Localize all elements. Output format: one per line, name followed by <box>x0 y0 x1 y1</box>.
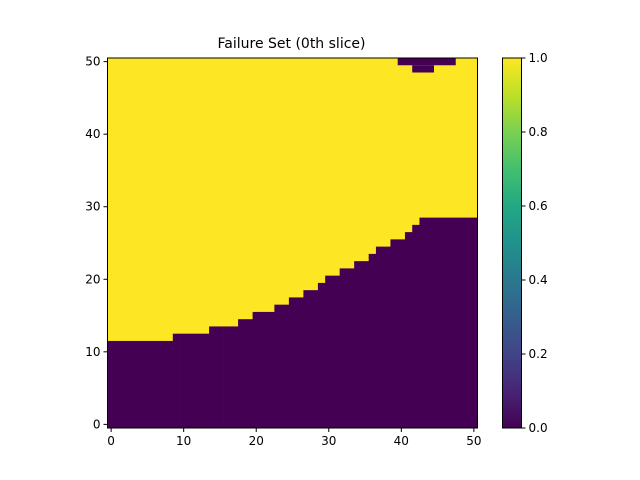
heatmap-column-38 <box>383 246 391 428</box>
heatmap-column-11 <box>187 333 195 428</box>
y-tick-label-20: 20 <box>85 272 100 286</box>
heatmap-column-39 <box>390 239 399 428</box>
heatmap-column-50 <box>470 217 478 428</box>
heatmap-top-zero-region-1 <box>412 65 434 73</box>
heatmap-column-37 <box>375 246 384 428</box>
x-tick-label-10: 10 <box>176 434 191 448</box>
colorbar-tick-label-0.8: 0.8 <box>529 125 548 139</box>
y-tick-label-30: 30 <box>85 200 100 214</box>
heatmap-column-2 <box>122 340 130 428</box>
heatmap-column-9 <box>172 333 181 428</box>
heatmap-column-29 <box>317 282 326 428</box>
heatmap-column-28 <box>310 290 319 428</box>
heatmap-column-21 <box>259 311 268 428</box>
heatmap-column-25 <box>288 297 297 428</box>
heatmap-column-32 <box>339 268 348 428</box>
x-tick-label-0: 0 <box>107 434 115 448</box>
y-tick-label-50: 50 <box>85 55 100 69</box>
colorbar-gradient-bar <box>502 57 522 429</box>
heatmap-top-zero-region-0 <box>397 58 456 66</box>
heatmap-column-10 <box>180 333 188 428</box>
heatmap-column-19 <box>245 319 253 428</box>
y-tick-label-10: 10 <box>85 345 100 359</box>
heatmap-column-23 <box>274 304 282 428</box>
axes-frame <box>107 57 478 429</box>
axes: 0 10 20 30 40 50 0 10 20 30 40 50 <box>85 55 481 448</box>
heatmap-column-22 <box>267 311 275 428</box>
y-tick-label-0: 0 <box>93 417 101 431</box>
colorbar-tick-label-0.0: 0.0 <box>529 421 548 435</box>
heatmap-column-40 <box>397 239 406 428</box>
heatmap-column-7 <box>158 340 166 428</box>
heatmap-column-4 <box>136 340 145 428</box>
colorbar-tick-label-0.2: 0.2 <box>529 347 548 361</box>
colorbar-tick-label-1.0: 1.0 <box>529 51 548 65</box>
heatmap-column-30 <box>325 275 333 428</box>
heatmap-column-41 <box>404 232 413 428</box>
heatmap-column-49 <box>462 217 471 428</box>
heatmap-column-14 <box>209 326 217 428</box>
heatmap-column-43 <box>419 217 428 428</box>
heatmap-column-34 <box>354 261 362 428</box>
heatmap-column-1 <box>114 340 123 428</box>
heatmap-column-16 <box>223 326 232 428</box>
heatmap-column-12 <box>194 333 203 428</box>
heatmap-column-15 <box>216 326 224 428</box>
heatmap-column-47 <box>448 217 457 428</box>
heatmap-column-0 <box>107 340 116 428</box>
heatmap-column-35 <box>361 261 370 428</box>
heatmap-column-24 <box>281 304 290 428</box>
heatmap-column-33 <box>346 268 355 428</box>
chart-title: Failure Set (0th slice) <box>218 36 366 52</box>
heatmap-column-31 <box>332 275 341 428</box>
heatmap-column-26 <box>296 297 304 428</box>
heatmap-column-45 <box>433 217 442 428</box>
heatmap-column-36 <box>368 253 377 428</box>
colorbar: 0.0 0.2 0.4 0.6 0.8 1.0 <box>502 51 548 435</box>
heatmap-column-44 <box>426 217 435 428</box>
x-tick-label-30: 30 <box>321 434 336 448</box>
x-tick-label-40: 40 <box>394 434 409 448</box>
heatmap-column-27 <box>303 290 311 428</box>
heatmap-column-3 <box>129 340 137 428</box>
heatmap-column-48 <box>455 217 464 428</box>
heatmap-column-20 <box>252 311 261 428</box>
heatmap-column-18 <box>238 319 246 428</box>
heatmap-column-6 <box>151 340 159 428</box>
heatmap-column-46 <box>441 217 449 428</box>
x-tick-label-20: 20 <box>249 434 264 448</box>
y-tick-label-40: 40 <box>85 127 100 141</box>
x-tick-label-50: 50 <box>466 434 481 448</box>
heatmap-column-17 <box>230 326 239 428</box>
colorbar-tick-label-0.6: 0.6 <box>529 199 548 213</box>
heatmap-plot-area <box>107 58 478 428</box>
heatmap-column-42 <box>412 224 420 428</box>
heatmap-column-8 <box>165 340 174 428</box>
heatmap-column-13 <box>201 333 210 428</box>
heatmap-column-5 <box>143 340 152 428</box>
colorbar-tick-label-0.4: 0.4 <box>529 273 548 287</box>
